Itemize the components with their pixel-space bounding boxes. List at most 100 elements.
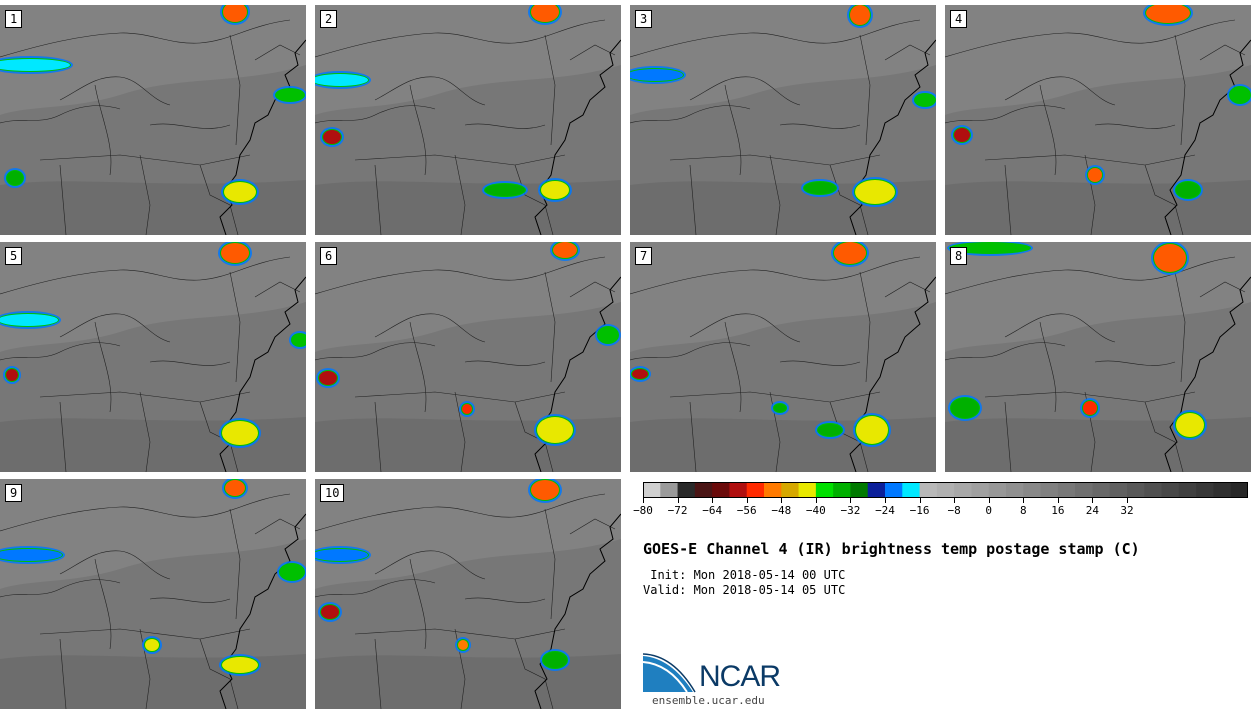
colorbar-tickmark	[988, 498, 990, 503]
cloud-blob	[1176, 182, 1200, 198]
ncar-swoosh-icon	[643, 653, 696, 693]
map-panel-3: 3	[630, 5, 936, 235]
cloud-blob	[531, 5, 559, 22]
colorbar-tick-label: −40	[805, 504, 826, 517]
cloud-blob	[954, 128, 970, 142]
cloud-blob	[1088, 168, 1102, 182]
cloud-blob	[315, 549, 368, 561]
colorbar-tick-label: 16	[1051, 504, 1065, 517]
satellite-map	[630, 5, 936, 235]
colorbar-tick-label: 24	[1085, 504, 1100, 517]
cloud-blob	[319, 371, 337, 385]
colorbar-tickmark	[781, 498, 783, 503]
colorbar-swatch	[764, 482, 782, 498]
satellite-map	[945, 242, 1251, 472]
colorbar	[643, 482, 1248, 498]
map-panel-9: 9	[0, 479, 306, 709]
colorbar-swatch	[885, 482, 903, 498]
colorbar-swatch	[902, 482, 921, 498]
colorbar-tick-label: 32	[1120, 504, 1134, 517]
colorbar-tickmark	[1092, 498, 1094, 503]
colorbar-tickmark	[885, 498, 886, 503]
cloud-blob	[834, 242, 866, 264]
colorbar-swatch	[729, 482, 748, 498]
cloud-blob	[6, 369, 18, 381]
cloud-blob	[1083, 401, 1097, 415]
colorbar-ticks: −80 −72 −64 −56 −48 −40 −32 −24 −16 −8 0 8 16 24 32	[633, 498, 1253, 520]
cloud-blob	[485, 184, 525, 196]
cloud-blob	[951, 398, 979, 418]
satellite-map	[630, 242, 936, 472]
colorbar-swatch	[781, 482, 800, 498]
cloud-blob	[543, 652, 567, 668]
cloud-blob	[1176, 413, 1204, 437]
colorbar-swatch	[677, 482, 696, 498]
colorbar-swatch	[660, 482, 679, 498]
colorbar-tick-label: −32	[840, 504, 861, 517]
panel-label: 8	[950, 247, 968, 265]
map-panel-5: 5	[0, 242, 306, 472]
colorbar-swatch	[919, 482, 938, 498]
colorbar-swatch	[712, 482, 730, 498]
cloud-blob	[598, 327, 618, 343]
satellite-map	[315, 242, 621, 472]
colorbar-tickmark	[643, 498, 644, 503]
colorbar-swatch	[954, 482, 972, 498]
ncar-logo-text: NCAR	[699, 660, 781, 693]
panel-label: 5	[5, 247, 23, 265]
cloud-blob	[850, 5, 870, 25]
map-panel-4: 4	[945, 5, 1251, 235]
map-panel-7: 7	[630, 242, 936, 472]
colorbar-tickmark	[677, 498, 679, 503]
colorbar-swatch	[850, 482, 869, 498]
valid-time: Valid: Mon 2018-05-14 05 UTC	[643, 583, 846, 597]
cloud-blob	[632, 369, 648, 379]
colorbar-swatch	[1213, 482, 1232, 498]
colorbar-tickmark	[850, 498, 852, 503]
cloud-blob	[818, 424, 842, 436]
map-panel-2: 2	[315, 5, 621, 235]
colorbar-swatch	[936, 482, 955, 498]
colorbar-swatch	[1040, 482, 1059, 498]
colorbar-swatch	[815, 482, 834, 498]
colorbar-swatch	[1109, 482, 1128, 498]
cloud-blob	[1230, 87, 1250, 103]
colorbar-tickmark	[1023, 498, 1025, 503]
cloud-blob	[225, 480, 245, 496]
colorbar-tickmark	[712, 498, 714, 503]
colorbar-tick-label: −8	[947, 504, 961, 517]
cloud-blob	[321, 605, 339, 619]
map-panel-8: 8	[945, 242, 1251, 472]
cloud-blob	[915, 94, 935, 106]
cloud-blob	[145, 639, 159, 651]
cloud-blob	[222, 421, 258, 445]
init-time: Init: Mon 2018-05-14 00 UTC	[643, 568, 846, 582]
cloud-blob	[0, 549, 62, 561]
cloud-blob	[7, 171, 23, 185]
cloud-blob	[774, 404, 786, 412]
cloud-blob	[221, 243, 249, 263]
cloud-blob	[537, 417, 573, 443]
cloud-blob	[531, 480, 559, 500]
cloud-blob	[224, 182, 256, 202]
satellite-map	[945, 5, 1251, 235]
colorbar-swatch	[1144, 482, 1163, 498]
panel-label: 3	[635, 10, 653, 28]
satellite-map	[315, 5, 621, 235]
colorbar-tick-label: −56	[736, 504, 757, 517]
cloud-blob	[323, 130, 341, 144]
colorbar-swatch	[1127, 482, 1145, 498]
colorbar-tick-label: −72	[667, 504, 688, 517]
colorbar-tick-label: −48	[771, 504, 792, 517]
colorbar-tick-label: 8	[1019, 504, 1027, 517]
colorbar-swatch	[798, 482, 817, 498]
map-panel-10: 10	[315, 479, 621, 709]
cloud-blob	[462, 404, 472, 414]
site-url: ensemble.ucar.edu	[652, 694, 765, 707]
colorbar-tick-label: 0	[985, 504, 993, 517]
cloud-blob	[222, 657, 258, 673]
panel-label: 10	[320, 484, 345, 502]
cloud-blob	[553, 242, 577, 258]
satellite-map	[0, 242, 306, 472]
colorbar-tick-label: −16	[909, 504, 930, 517]
